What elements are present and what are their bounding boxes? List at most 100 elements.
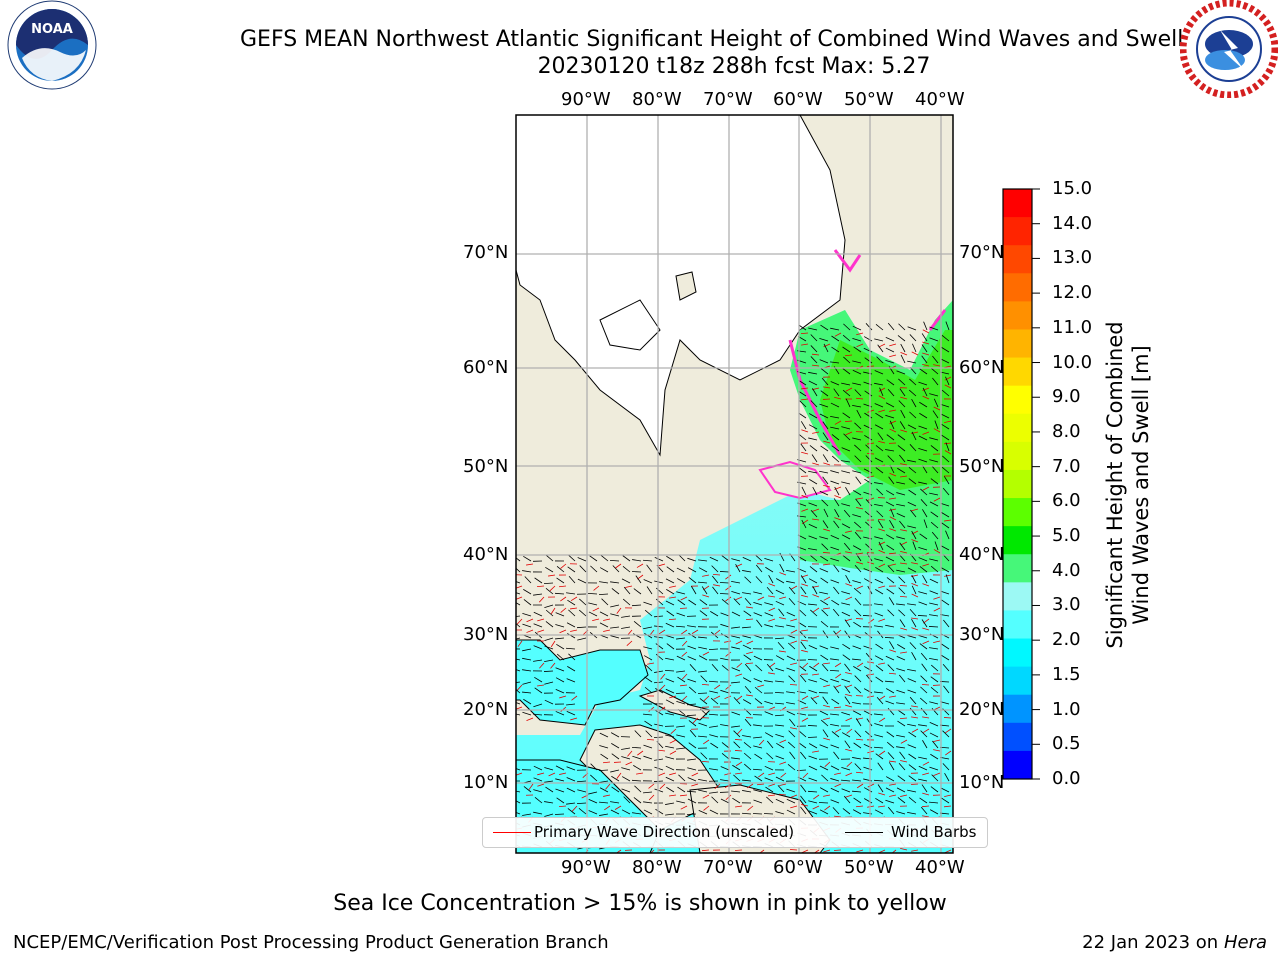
wind-barb [546, 621, 553, 627]
wind-barb [878, 433, 883, 440]
wind-barb [943, 554, 949, 561]
wave-direction-arrow [835, 333, 841, 336]
wave-direction-arrow [736, 762, 742, 766]
wave-direction-arrow [868, 619, 874, 623]
wind-barb [665, 814, 674, 815]
wave-direction-arrow [835, 729, 841, 732]
wind-barb [743, 678, 751, 682]
wave-direction-arrow [669, 597, 676, 598]
wind-barb [830, 328, 839, 330]
wave-direction-arrow [560, 597, 566, 601]
wind-barb [899, 588, 905, 594]
wind-barb [896, 504, 905, 506]
wind-barb [535, 632, 542, 638]
wind-barb [831, 788, 839, 792]
wave-direction-arrow [889, 761, 896, 762]
wind-barb [799, 731, 806, 737]
wave-direction-arrow [625, 586, 632, 588]
wind-barb [841, 383, 850, 385]
wind-barb [932, 378, 938, 385]
wind-barb [821, 446, 828, 451]
wave-direction-arrow [845, 619, 852, 621]
wave-direction-arrow [867, 806, 874, 807]
wind-barb [823, 454, 828, 462]
lat-label-right-50n: 50°N [959, 456, 1004, 477]
wind-barb [546, 588, 553, 594]
wind-barb [744, 611, 751, 616]
wind-barb [864, 711, 872, 715]
wind-barb [880, 388, 883, 396]
wind-barb [820, 414, 828, 418]
wind-barb [634, 786, 641, 792]
wind-barb [908, 425, 916, 429]
wave-direction-arrow [856, 618, 863, 619]
wind-barb [896, 482, 905, 484]
wave-direction-arrow [933, 740, 940, 742]
wind-barb [863, 615, 872, 616]
wave-direction-arrow [823, 485, 830, 487]
wind-barb [775, 692, 784, 693]
wind-barb [590, 632, 597, 638]
wave-direction-arrow [933, 641, 940, 643]
wind-barb [621, 748, 630, 749]
wind-barb [647, 587, 652, 594]
wind-barb [941, 568, 949, 572]
chart-subtitle: 20230120 t18z 288h fcst Max: 5.27 [234, 54, 1234, 79]
lat-label-left-10n: 10°N [463, 772, 508, 793]
wave-direction-arrow [713, 585, 720, 586]
wind-barb [765, 778, 773, 781]
wind-barb [557, 654, 564, 660]
wind-barb [864, 413, 872, 418]
wind-barb [856, 477, 861, 484]
wind-barb [900, 421, 905, 429]
colorbar [1003, 189, 1040, 780]
wind-barb [875, 370, 883, 374]
wind-barb [886, 688, 894, 693]
wave-direction-arrow [911, 575, 918, 577]
wind-barb [666, 579, 674, 583]
wind-barb [679, 555, 685, 561]
wind-barb [866, 675, 872, 682]
wave-direction-arrow [846, 432, 852, 435]
wind-barb [776, 799, 784, 803]
wind-barb [778, 642, 784, 649]
wave-direction-arrow [537, 685, 544, 686]
colorbar-tick-label: 12.0 [1052, 282, 1092, 303]
colorbar-segment [1003, 217, 1032, 246]
wind-barb [678, 709, 685, 715]
wave-direction-arrow [703, 740, 709, 744]
wave-direction-arrow [647, 663, 654, 664]
wind-barb [886, 656, 894, 660]
wave-direction-arrow [834, 707, 841, 708]
wind-barb [744, 655, 751, 660]
wind-barb [822, 664, 828, 671]
wave-direction-arrow [912, 583, 918, 586]
wind-barb [544, 682, 553, 684]
wind-barb [921, 708, 927, 715]
wave-direction-arrow [571, 696, 577, 700]
wind-barb [875, 403, 883, 407]
wind-barb [845, 686, 850, 693]
wind-barb [786, 789, 795, 792]
wave-direction-arrow [944, 806, 951, 807]
wind-barb [877, 357, 883, 363]
wave-direction-arrow [627, 641, 632, 646]
wave-direction-arrow [583, 630, 588, 635]
wind-barb [798, 569, 806, 572]
wind-barb [920, 798, 927, 803]
wind-barb [941, 414, 949, 418]
wave-direction-arrow [747, 784, 753, 788]
wind-barb [864, 646, 872, 649]
wind-barb [907, 604, 916, 605]
wind-barb [710, 810, 718, 814]
wind-barb [744, 709, 751, 715]
wave-direction-arrow [571, 597, 577, 601]
wave-direction-arrow [627, 630, 632, 635]
wave-direction-arrow [736, 597, 742, 600]
wind-barb [907, 361, 916, 363]
wind-barb [918, 779, 927, 781]
wind-barb [678, 775, 685, 781]
wave-direction-arrow [680, 795, 687, 796]
wind-barb [522, 814, 531, 816]
colorbar-segment [1003, 189, 1032, 218]
